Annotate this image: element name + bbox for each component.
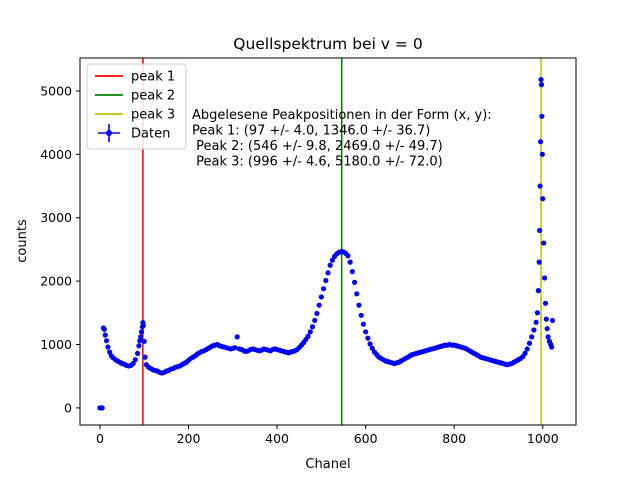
data-point xyxy=(139,329,144,334)
data-point xyxy=(100,405,105,410)
data-point xyxy=(323,278,328,283)
data-point xyxy=(138,334,143,339)
annotation-line: Abgelesene Peakpositionen in der Form (x… xyxy=(192,108,492,123)
data-point xyxy=(549,344,554,349)
data-point xyxy=(105,344,110,349)
data-point xyxy=(354,291,359,296)
data-point xyxy=(545,326,550,331)
data-point xyxy=(537,260,542,265)
data-point xyxy=(235,334,240,339)
data-point xyxy=(361,322,366,327)
annotation-line: Peak 3: (996 +/- 4.6, 5180.0 +/- 72.0) xyxy=(192,155,443,170)
data-point xyxy=(522,351,527,356)
data-point xyxy=(328,263,333,268)
y-tick-label: 2000 xyxy=(40,274,72,289)
y-axis-title: counts xyxy=(15,219,30,263)
legend: peak 1 peak 2 peak 3 Daten xyxy=(87,64,186,149)
data-point xyxy=(305,334,310,339)
y-tick-label: 4000 xyxy=(40,147,72,162)
data-point xyxy=(537,228,542,233)
data-point xyxy=(104,338,109,343)
annotation-line: Peak 1: (97 +/- 4.0, 1346.0 +/- 36.7) xyxy=(192,124,430,139)
data-point xyxy=(232,345,237,350)
legend-label: peak 3 xyxy=(131,108,175,123)
data-point xyxy=(540,152,545,157)
data-point xyxy=(143,355,148,360)
legend-label: Daten xyxy=(131,127,170,142)
data-point xyxy=(542,275,547,280)
data-point xyxy=(356,303,361,308)
data-point xyxy=(325,270,330,275)
data-point xyxy=(352,280,357,285)
data-point xyxy=(531,327,536,332)
data-point xyxy=(363,329,368,334)
x-axis-title: Chanel xyxy=(305,457,350,472)
data-point xyxy=(359,313,364,318)
data-point xyxy=(308,329,313,334)
data-point xyxy=(543,301,548,306)
data-point xyxy=(544,317,549,322)
data-point xyxy=(102,327,107,332)
data-point xyxy=(348,260,353,265)
x-tick-label: 400 xyxy=(265,431,289,446)
data-point xyxy=(317,303,322,308)
data-point xyxy=(103,332,108,337)
data-point xyxy=(538,77,543,82)
legend-label: peak 2 xyxy=(131,89,175,104)
y-tick-label: 1000 xyxy=(40,337,72,352)
data-point xyxy=(141,323,146,328)
data-point xyxy=(314,311,319,316)
legend-label: peak 1 xyxy=(131,70,175,85)
data-point xyxy=(527,341,532,346)
data-point xyxy=(538,139,543,144)
data-point xyxy=(367,341,372,346)
data-point xyxy=(536,288,541,293)
data-point xyxy=(539,82,544,87)
data-point xyxy=(538,183,543,188)
y-tick-label: 5000 xyxy=(40,83,72,98)
data-point xyxy=(525,346,530,351)
annotation-line: Peak 2: (546 +/- 9.8, 2469.0 +/- 49.7) xyxy=(192,139,443,154)
data-point xyxy=(142,339,147,344)
data-point xyxy=(319,294,324,299)
data-point xyxy=(312,318,317,323)
data-point xyxy=(136,343,141,348)
chart-title: Quellspektrum bei v = 0 xyxy=(233,35,422,53)
data-point xyxy=(345,253,350,258)
data-point xyxy=(541,240,546,245)
data-point xyxy=(534,320,539,325)
data-point xyxy=(310,324,315,329)
data-point xyxy=(321,286,326,291)
y-tick-label: 3000 xyxy=(40,210,72,225)
x-tick-label: 0 xyxy=(96,431,104,446)
data-point xyxy=(529,334,534,339)
data-point xyxy=(350,269,355,274)
y-tick-label: 0 xyxy=(64,400,72,415)
data-point xyxy=(546,334,551,339)
x-tick-label: 800 xyxy=(442,431,466,446)
x-tick-label: 200 xyxy=(177,431,201,446)
data-point xyxy=(365,336,370,341)
data-point xyxy=(133,357,138,362)
data-point xyxy=(135,351,140,356)
x-tick-label: 1000 xyxy=(527,431,559,446)
x-tick-label: 600 xyxy=(354,431,378,446)
data-point xyxy=(539,114,544,119)
data-point xyxy=(535,310,540,315)
data-point xyxy=(550,318,555,323)
data-point xyxy=(540,196,545,201)
